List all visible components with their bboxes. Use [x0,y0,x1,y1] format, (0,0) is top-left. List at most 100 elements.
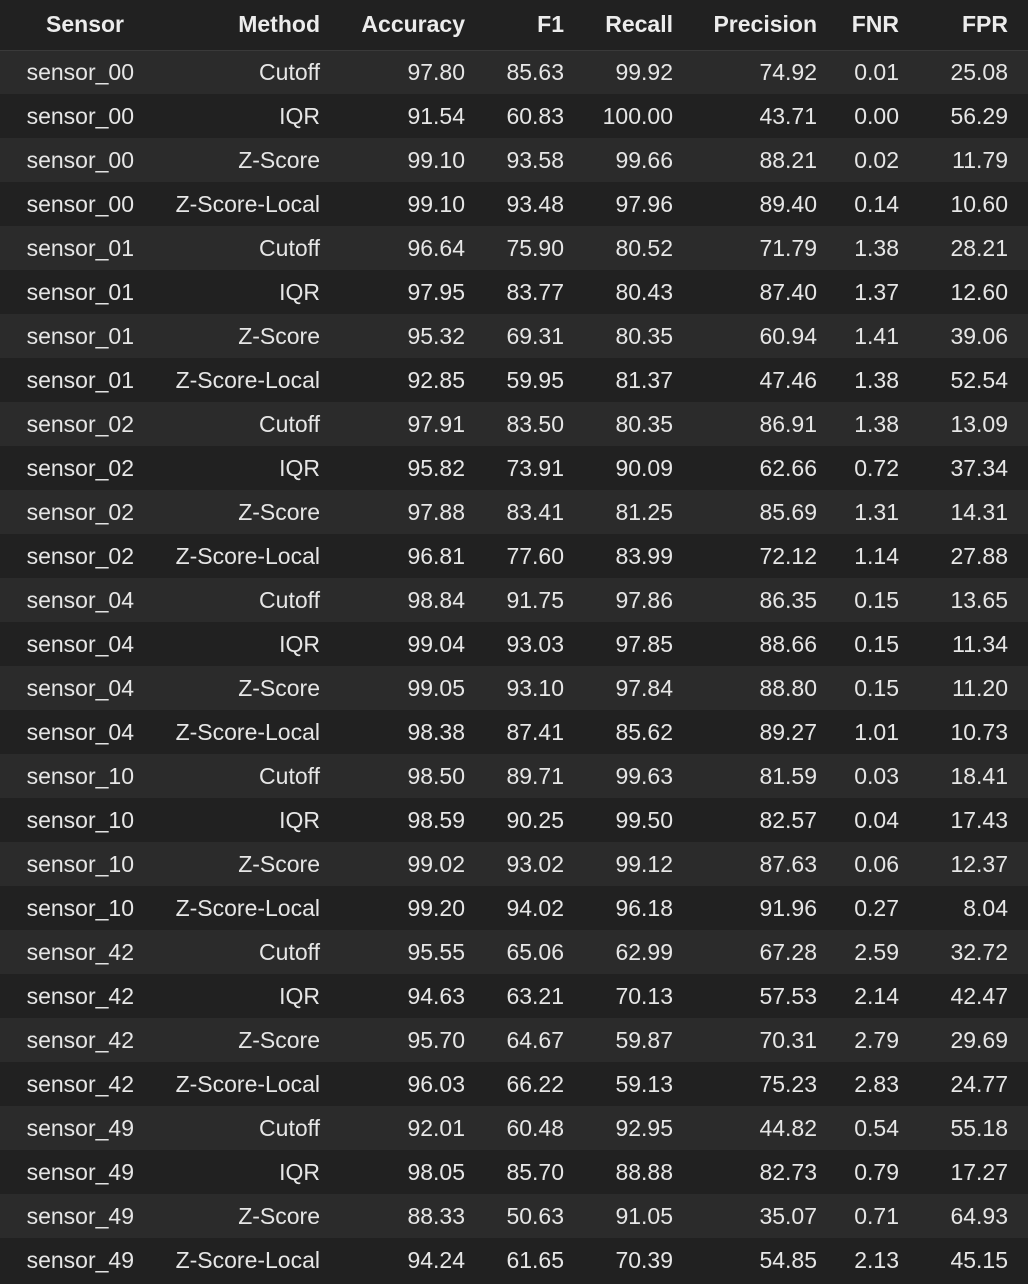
fnr-cell: 2.59 [854,938,899,965]
accuracy-cell: 96.03 [407,1070,465,1097]
precision-cell: 62.66 [759,454,817,481]
f1-cell: 91.75 [506,586,564,613]
accuracy-cell: 96.64 [407,234,465,261]
precision-cell: 85.69 [759,498,817,525]
sensor-cell: sensor_42 [26,938,134,965]
precision-cell: 89.27 [759,718,817,745]
table-row: sensor_01 Cutoff 96.64 75.90 80.52 71.79 1.38 2… [0,226,1028,270]
accuracy-cell: 98.38 [407,718,465,745]
accuracy-cell: 94.24 [407,1246,465,1273]
fnr-cell: 1.38 [854,410,899,437]
precision-cell: 70.31 [759,1026,817,1053]
accuracy-cell: 95.70 [407,1026,465,1053]
accuracy-cell: 99.02 [407,850,465,877]
method-cell: IQR [279,454,320,481]
fnr-cell: 1.14 [854,542,899,569]
sensor-cell: sensor_00 [26,102,134,129]
accuracy-cell: 98.84 [407,586,465,613]
fnr-cell: 0.72 [854,454,899,481]
method-cell: Z-Score [238,498,320,525]
f1-cell: 69.31 [506,322,564,349]
sensor-cell: sensor_04 [26,718,134,745]
method-cell: Z-Score [238,322,320,349]
fnr-cell: 0.03 [854,762,899,789]
table-row: sensor_04 IQR 99.04 93.03 97.85 88.66 0.15 11.3… [0,622,1028,666]
method-cell: Z-Score [238,1026,320,1053]
sensor-cell: sensor_49 [26,1202,134,1229]
sensor-cell: sensor_02 [26,410,134,437]
method-cell: IQR [279,1158,320,1185]
precision-cell: 44.82 [759,1114,817,1141]
table-row: sensor_04 Z-Score-Local 98.38 87.41 85.62 89.… [0,710,1028,754]
method-cell: Cutoff [259,1114,320,1141]
accuracy-cell: 99.20 [407,894,465,921]
fpr-cell: 12.37 [950,850,1008,877]
method-cell: IQR [279,278,320,305]
precision-cell: 43.71 [759,102,817,129]
fpr-cell: 13.65 [950,586,1008,613]
f1-cell: 66.22 [506,1070,564,1097]
accuracy-cell: 95.82 [407,454,465,481]
f1-cell: 93.58 [506,146,564,173]
fpr-cell: 39.06 [950,322,1008,349]
table-row: sensor_49 IQR 98.05 85.70 88.88 82.73 0.79 17.2… [0,1150,1028,1194]
fnr-cell: 0.79 [854,1158,899,1185]
fnr-cell: 1.38 [854,366,899,393]
precision-cell: 88.80 [759,674,817,701]
sensor-cell: sensor_10 [26,850,134,877]
fpr-cell: 27.88 [950,542,1008,569]
sensor-cell: sensor_42 [26,1026,134,1053]
column-header-precision: Precision [693,0,837,51]
method-cell: IQR [279,102,320,129]
fpr-cell: 24.77 [950,1070,1008,1097]
sensor-cell: sensor_10 [26,806,134,833]
table-row: sensor_42 Z-Score 95.70 64.67 59.87 70.31 2.79… [0,1018,1028,1062]
fnr-cell: 0.02 [854,146,899,173]
table-row: sensor_49 Cutoff 92.01 60.48 92.95 44.82 0.54 5… [0,1106,1028,1150]
sensor-cell: sensor_00 [26,190,134,217]
recall-cell: 99.63 [615,762,673,789]
accuracy-cell: 97.88 [407,498,465,525]
column-header-fnr: FNR [837,0,919,51]
recall-cell: 81.37 [615,366,673,393]
recall-cell: 97.86 [615,586,673,613]
precision-cell: 60.94 [759,322,817,349]
table-row: sensor_04 Cutoff 98.84 91.75 97.86 86.35 0.15 1… [0,578,1028,622]
accuracy-cell: 92.85 [407,366,465,393]
sensor-cell: sensor_04 [26,586,134,613]
f1-cell: 93.10 [506,674,564,701]
column-header-method: Method [144,0,340,51]
f1-cell: 61.65 [506,1246,564,1273]
accuracy-cell: 98.50 [407,762,465,789]
accuracy-cell: 88.33 [407,1202,465,1229]
sensor-cell: sensor_00 [26,146,134,173]
fnr-cell: 0.15 [854,630,899,657]
precision-cell: 35.07 [759,1202,817,1229]
f1-cell: 85.63 [506,58,564,85]
f1-cell: 59.95 [506,366,564,393]
precision-cell: 74.92 [759,58,817,85]
fnr-cell: 0.00 [854,102,899,129]
method-cell: IQR [279,630,320,657]
fnr-cell: 1.01 [854,718,899,745]
fnr-cell: 2.14 [854,982,899,1009]
fnr-cell: 2.13 [854,1246,899,1273]
f1-cell: 94.02 [506,894,564,921]
fpr-cell: 32.72 [950,938,1008,965]
recall-cell: 80.52 [615,234,673,261]
sensor-cell: sensor_02 [26,542,134,569]
sensor-cell: sensor_42 [26,1070,134,1097]
table-row: sensor_10 Z-Score 99.02 93.02 99.12 87.63 0.06… [0,842,1028,886]
recall-cell: 100.00 [602,102,673,129]
recall-cell: 99.92 [615,58,673,85]
accuracy-cell: 94.63 [407,982,465,1009]
recall-cell: 99.66 [615,146,673,173]
accuracy-cell: 97.95 [407,278,465,305]
fpr-cell: 45.15 [950,1246,1008,1273]
sensor-cell: sensor_02 [26,454,134,481]
f1-cell: 93.03 [506,630,564,657]
column-header-accuracy: Accuracy [340,0,485,51]
table-row: sensor_42 IQR 94.63 63.21 70.13 57.53 2.14 42.4… [0,974,1028,1018]
method-cell: Cutoff [259,410,320,437]
